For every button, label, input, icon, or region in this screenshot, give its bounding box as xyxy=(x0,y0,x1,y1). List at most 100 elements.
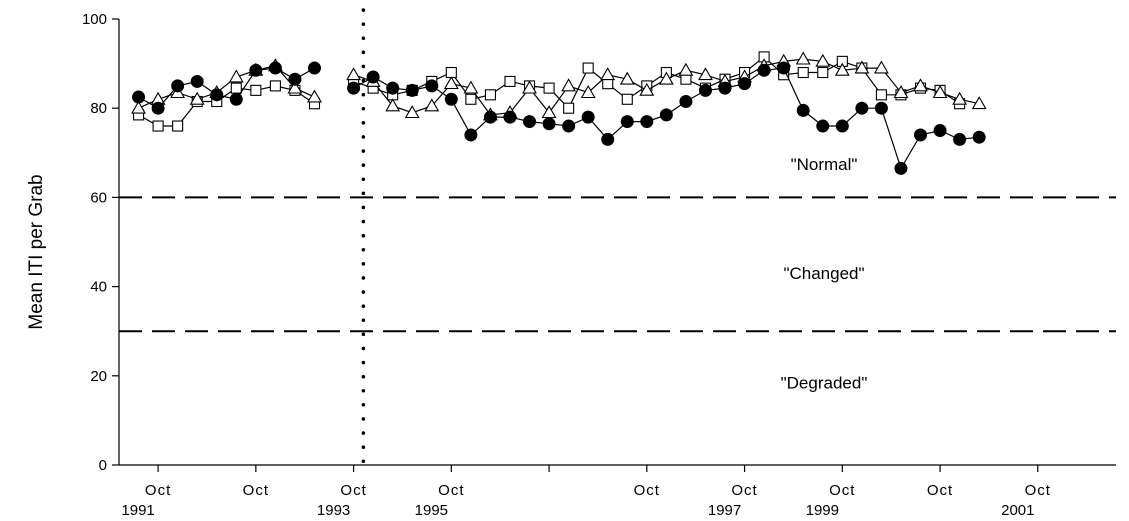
data-point-circle xyxy=(151,101,165,115)
y-tick-label: 60 xyxy=(90,189,107,206)
data-point-circle xyxy=(796,103,810,117)
data-point-circle xyxy=(288,72,302,86)
data-point-circle xyxy=(640,115,654,129)
region-label: "Changed" xyxy=(783,264,864,283)
data-point-triangle xyxy=(580,84,596,99)
data-point-circle xyxy=(268,61,282,75)
data-point-triangle xyxy=(287,80,303,94)
data-point-triangle xyxy=(854,60,870,74)
data-point-triangle xyxy=(698,67,713,81)
data-point-square xyxy=(230,82,242,94)
data-point-circle xyxy=(972,130,986,144)
data-point-triangle xyxy=(228,69,244,83)
y-tick-label: 40 xyxy=(90,279,107,296)
data-point-circle xyxy=(523,115,537,129)
data-point-triangle xyxy=(443,76,459,90)
x-tick-label-month: Oct xyxy=(438,482,464,499)
data-point-circle xyxy=(210,88,224,102)
data-point-circle xyxy=(816,119,830,133)
data-point-circle xyxy=(132,90,146,104)
data-point-triangle xyxy=(131,100,146,114)
data-point-triangle xyxy=(619,71,635,85)
x-tick-label-month: Oct xyxy=(243,482,269,499)
series-filled-circle xyxy=(132,61,986,175)
data-point-circle xyxy=(679,95,693,109)
data-point-circle xyxy=(190,74,204,88)
data-point-triangle xyxy=(913,78,928,92)
x-tick-label-year: 1993 xyxy=(317,502,350,519)
data-point-square xyxy=(563,102,575,114)
data-point-circle xyxy=(171,79,185,93)
x-tick-label-year: 1997 xyxy=(708,502,741,519)
data-point-square xyxy=(445,66,457,79)
series-line xyxy=(138,58,980,116)
data-point-triangle xyxy=(639,82,655,96)
data-point-circle xyxy=(581,110,595,124)
data-point-circle xyxy=(347,81,361,95)
data-point-square xyxy=(621,93,633,105)
data-point-square xyxy=(484,89,496,101)
data-point-triangle xyxy=(658,71,674,85)
data-point-circle xyxy=(855,101,869,115)
data-point-circle xyxy=(718,81,732,95)
data-point-circle xyxy=(425,79,439,93)
data-point-circle xyxy=(914,128,928,142)
data-point-circle xyxy=(620,115,634,129)
data-point-circle xyxy=(953,132,967,146)
threshold-layer: "Normal" "Changed" "Degraded" xyxy=(119,8,1116,467)
data-point-circle xyxy=(894,161,908,175)
data-point-circle xyxy=(249,63,263,77)
data-point-square xyxy=(543,82,555,94)
region-label: "Normal" xyxy=(791,155,858,174)
data-point-circle xyxy=(229,92,243,106)
data-point-triangle xyxy=(522,80,537,94)
data-point-triangle xyxy=(834,62,850,76)
y-tick-label: 20 xyxy=(90,368,107,385)
x-tick-label-month: Oct xyxy=(829,482,855,499)
data-point-triangle xyxy=(971,96,987,110)
data-point-circle xyxy=(601,132,615,146)
data-point-circle xyxy=(542,117,556,131)
data-point-circle xyxy=(366,70,380,84)
data-point-triangle xyxy=(307,89,322,103)
data-point-triangle xyxy=(424,98,440,112)
data-point-circle xyxy=(483,110,497,124)
data-point-triangle xyxy=(893,84,909,99)
data-point-square xyxy=(797,66,809,79)
data-point-square xyxy=(582,62,594,74)
data-point-triangle xyxy=(795,51,811,65)
region-label: "Degraded" xyxy=(781,373,868,392)
data-point-circle xyxy=(659,108,673,122)
x-tick-label-year: 1995 xyxy=(415,502,448,519)
x-tick-label-year: 2001 xyxy=(1001,502,1034,519)
data-point-square xyxy=(250,84,262,96)
x-tick-label-month: Oct xyxy=(145,482,171,499)
data-point-triangle xyxy=(561,78,577,92)
data-point-circle xyxy=(835,119,849,133)
data-point-square xyxy=(875,89,887,101)
y-tick-label: 80 xyxy=(90,100,107,117)
data-point-circle xyxy=(698,83,712,97)
data-point-triangle xyxy=(463,80,479,94)
data-point-circle xyxy=(444,92,458,106)
x-tick-label-year: 1991 xyxy=(121,502,154,519)
data-point-triangle xyxy=(815,53,831,67)
x-tick-label-year: 1999 xyxy=(806,502,839,519)
data-point-circle xyxy=(503,110,517,124)
data-point-circle xyxy=(777,61,791,75)
data-point-triangle xyxy=(385,98,401,112)
data-point-circle xyxy=(386,81,400,95)
data-point-triangle xyxy=(189,91,205,105)
data-point-circle xyxy=(738,77,752,91)
y-tick-label: 0 xyxy=(99,457,107,474)
data-point-circle xyxy=(933,124,947,137)
data-point-triangle xyxy=(873,60,889,74)
data-point-square xyxy=(504,75,516,87)
data-point-triangle xyxy=(678,62,694,76)
data-point-triangle xyxy=(346,67,362,81)
data-point-square xyxy=(172,120,184,132)
series-line xyxy=(138,67,980,170)
data-point-circle xyxy=(874,101,888,115)
data-point-triangle xyxy=(600,67,616,81)
y-tick-label: 100 xyxy=(82,11,107,28)
